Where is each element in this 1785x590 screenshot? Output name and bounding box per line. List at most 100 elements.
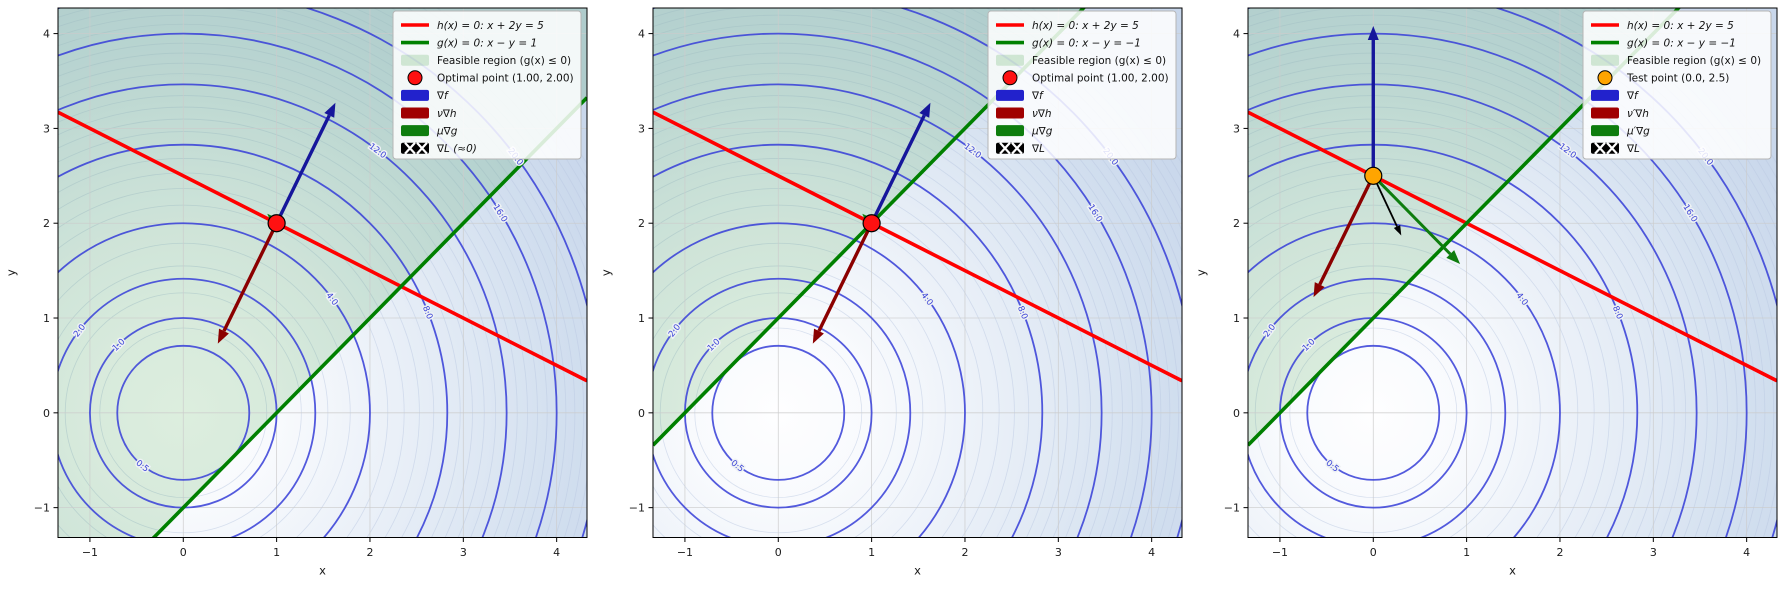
- legend-label: g(x) = 0: x − y = −1: [1627, 37, 1736, 49]
- x-tick-label: 2: [961, 546, 968, 559]
- arrow-nu-grad-h: [1313, 175, 1375, 298]
- y-tick-label: −1: [1224, 502, 1240, 515]
- legend: h(x) = 0: x + 2y = 5 g(x) = 0: x − y = −1…: [987, 10, 1177, 160]
- equality-constraint-line: [1248, 110, 1777, 383]
- legend-entry: μ′∇g: [1591, 125, 1650, 137]
- y-tick-label: 4: [638, 28, 645, 41]
- legend-label: g(x) = 0: x − y = 1: [437, 37, 537, 49]
- arrow-mu-grad-g: [1372, 174, 1461, 264]
- legend: h(x) = 0: x + 2y = 5 g(x) = 0: x − y = 1 F…: [392, 10, 582, 160]
- y-tick-label: 3: [638, 122, 645, 135]
- x-tick-label: 2: [366, 546, 373, 559]
- legend-entry: μ∇g: [996, 125, 1053, 137]
- subplot-1: 0.51.02.04.08.012.016.020.0−101234−10123…: [4, 7, 588, 578]
- y-tick-label: 1: [638, 312, 645, 325]
- legend-entry: ν′∇h: [1591, 107, 1649, 120]
- optimal-point: [862, 214, 881, 233]
- legend-patch-swatch: [1591, 107, 1619, 119]
- x-tick-label: 0: [180, 546, 187, 559]
- x-tick-label: 4: [553, 546, 560, 559]
- equality-constraint-line: [58, 110, 587, 383]
- legend-entry: μ∇g: [401, 125, 458, 137]
- arrow-grad-f: [870, 102, 931, 224]
- legend-patch-swatch: [401, 125, 429, 137]
- legend-entry: h(x) = 0: x + 2y = 5: [1591, 20, 1734, 32]
- y-tick-label: 2: [43, 217, 50, 230]
- y-tick-label: 2: [1233, 217, 1240, 230]
- y-axis-label: y: [1194, 269, 1208, 276]
- legend-entry: ν∇h: [996, 107, 1052, 120]
- contour-line: [1306, 344, 1441, 481]
- x-axis-label: x: [1509, 564, 1516, 578]
- legend-label: ν∇h: [1032, 108, 1052, 120]
- contour-line: [116, 344, 251, 481]
- legend-entry: h(x) = 0: x + 2y = 5: [996, 20, 1139, 32]
- x-tick-label: 4: [1743, 546, 1750, 559]
- legend-entry: g(x) = 0: x − y = −1: [1591, 37, 1736, 49]
- legend-box: [987, 10, 1177, 160]
- legend-entry: ∇L: [996, 141, 1045, 155]
- contour-line: [58, 277, 317, 538]
- contour-line: [58, 222, 371, 538]
- y-tick-label: 0: [1233, 407, 1240, 420]
- legend-entry: Feasible region (g(x) ≤ 0): [1591, 54, 1761, 67]
- y-tick-label: 0: [638, 407, 645, 420]
- legend-marker-swatch: [1597, 70, 1613, 86]
- legend-hatch-swatch: [1591, 141, 1619, 155]
- legend-entry: ∇L (≈0): [401, 141, 477, 155]
- contour-line: [653, 222, 966, 538]
- legend-hatch-swatch: [996, 141, 1024, 155]
- y-axis-label: y: [599, 269, 613, 276]
- contour-line: [711, 344, 846, 481]
- y-tick-label: −1: [629, 502, 645, 515]
- legend-entry: g(x) = 0: x − y = −1: [996, 37, 1141, 49]
- axes-spines: [57, 7, 588, 538]
- legend-label: g(x) = 0: x − y = −1: [1032, 37, 1141, 49]
- legend-entry: ∇f: [1591, 89, 1640, 102]
- equality-constraint-line: [653, 110, 1182, 383]
- legend-label: ν∇h: [437, 108, 457, 120]
- contour-line: [653, 32, 1153, 538]
- legend-patch-swatch: [1591, 89, 1619, 101]
- legend-label: Test point (0.0, 2.5): [1626, 73, 1729, 85]
- test-point: [1364, 166, 1383, 185]
- x-tick-label: 3: [1055, 546, 1062, 559]
- arrow-grad-L: [1372, 175, 1402, 236]
- inequality-constraint-line: [1248, 8, 1682, 447]
- x-tick-label: −1: [1272, 546, 1288, 559]
- legend-entry: ∇f: [401, 89, 450, 102]
- y-tick-label: 2: [638, 217, 645, 230]
- y-tick-label: 1: [1233, 312, 1240, 325]
- legend-entry: Feasible region (g(x) ≤ 0): [401, 54, 571, 67]
- legend-entry: Test point (0.0, 2.5): [1597, 70, 1729, 86]
- x-tick-label: 2: [1556, 546, 1563, 559]
- legend-entry: ∇f: [996, 89, 1045, 102]
- legend-entry: Optimal point (1.00, 2.00): [1002, 70, 1169, 86]
- legend-hatch-swatch: [401, 141, 429, 155]
- x-tick-label: 3: [460, 546, 467, 559]
- legend-label: ∇f: [1031, 90, 1045, 102]
- y-axis-label: y: [4, 269, 18, 276]
- legend-label: Feasible region (g(x) ≤ 0): [1032, 55, 1166, 67]
- legend-label: Feasible region (g(x) ≤ 0): [1627, 55, 1761, 67]
- contour-line: [653, 277, 912, 538]
- y-tick-label: 4: [43, 28, 50, 41]
- x-tick-label: 1: [1463, 546, 1470, 559]
- legend-label: ∇L: [1626, 143, 1640, 155]
- y-tick-label: 3: [43, 122, 50, 135]
- legend-label: Optimal point (1.00, 2.00): [1032, 73, 1169, 85]
- legend-marker-swatch: [407, 70, 423, 86]
- legend-entry: ∇L: [1591, 141, 1640, 155]
- legend-label: Optimal point (1.00, 2.00): [437, 73, 574, 85]
- contour-line: [653, 143, 1044, 538]
- legend: h(x) = 0: x + 2y = 5 g(x) = 0: x − y = −1…: [1582, 10, 1772, 160]
- legend-patch-swatch: [401, 107, 429, 119]
- x-tick-label: 0: [1370, 546, 1377, 559]
- legend-patch-swatch: [1591, 54, 1619, 66]
- contour-label: 8.0: [1610, 305, 1624, 321]
- x-axis-label: x: [914, 564, 921, 578]
- inequality-constraint-line: [151, 96, 587, 538]
- legend-patch-swatch: [401, 54, 429, 66]
- y-tick-label: 1: [43, 312, 50, 325]
